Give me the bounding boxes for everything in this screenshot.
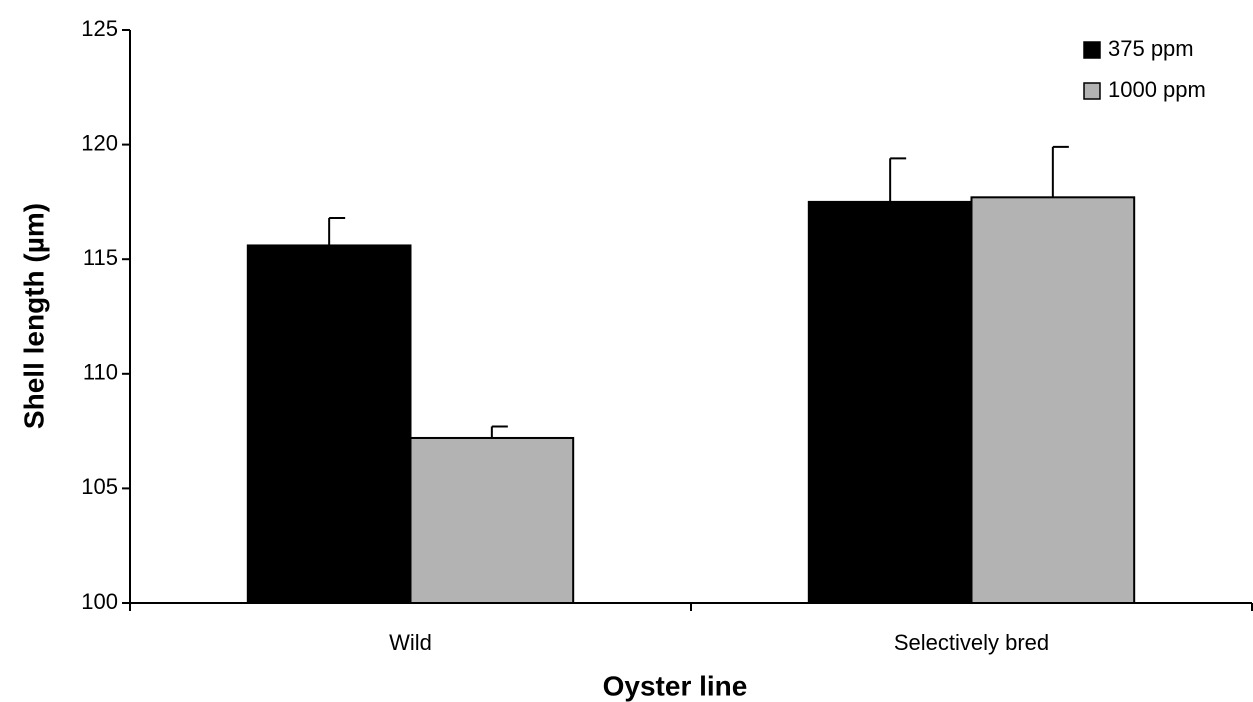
x-tick-label: Selectively bred: [894, 630, 1049, 655]
legend-swatch: [1083, 82, 1101, 100]
bar: [970, 196, 1136, 604]
bar: [409, 436, 575, 605]
error-bar: [490, 425, 508, 438]
x-axis-title: Oyster line: [603, 670, 748, 701]
legend-label: 1000 ppm: [1108, 77, 1206, 102]
y-axis-title: Shell length (µm): [18, 203, 49, 429]
legend-swatch: [1083, 41, 1101, 59]
y-tick-label: 105: [81, 474, 118, 499]
error-bar: [1051, 145, 1069, 198]
y-tick-label: 125: [81, 16, 118, 41]
error-bar: [328, 216, 346, 246]
y-tick-label: 120: [81, 130, 118, 155]
y-tick-label: 115: [83, 245, 118, 270]
bar: [807, 200, 973, 604]
legend-label: 375 ppm: [1108, 36, 1194, 61]
error-bar: [889, 157, 907, 202]
y-tick-label: 110: [83, 360, 118, 385]
y-tick-label: 100: [81, 589, 118, 614]
x-tick-label: Wild: [389, 630, 432, 655]
bar: [246, 244, 412, 604]
